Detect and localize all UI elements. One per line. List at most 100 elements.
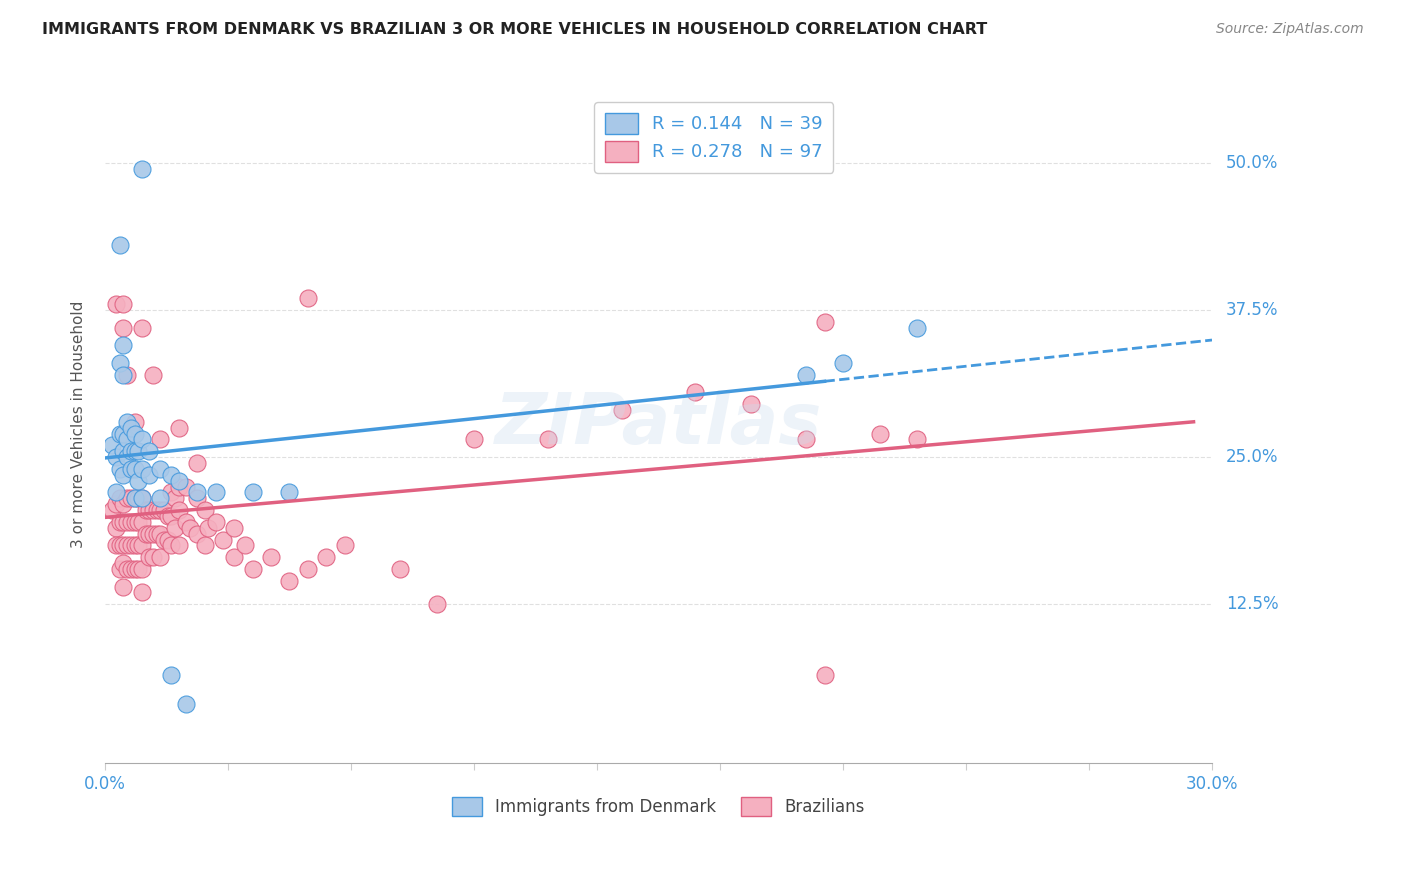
Point bbox=[610, 403, 633, 417]
Point bbox=[108, 238, 131, 252]
Point bbox=[153, 533, 176, 547]
Point bbox=[105, 450, 128, 464]
Point bbox=[315, 550, 337, 565]
Point bbox=[179, 521, 201, 535]
Point bbox=[108, 562, 131, 576]
Point bbox=[174, 515, 197, 529]
Point bbox=[135, 503, 157, 517]
Point bbox=[124, 444, 146, 458]
Point bbox=[105, 538, 128, 552]
Text: 37.5%: 37.5% bbox=[1226, 301, 1278, 319]
Point bbox=[115, 491, 138, 506]
Point bbox=[124, 562, 146, 576]
Point bbox=[740, 397, 762, 411]
Point bbox=[127, 444, 149, 458]
Point bbox=[149, 503, 172, 517]
Point bbox=[131, 462, 153, 476]
Text: 50.0%: 50.0% bbox=[1226, 153, 1278, 172]
Point bbox=[174, 479, 197, 493]
Point bbox=[112, 515, 135, 529]
Point bbox=[112, 467, 135, 482]
Point bbox=[115, 433, 138, 447]
Point bbox=[165, 521, 187, 535]
Point bbox=[224, 521, 246, 535]
Point bbox=[278, 485, 301, 500]
Point bbox=[124, 515, 146, 529]
Point bbox=[156, 508, 179, 523]
Point bbox=[115, 368, 138, 382]
Point bbox=[112, 320, 135, 334]
Point bbox=[131, 491, 153, 506]
Point bbox=[186, 485, 208, 500]
Point bbox=[127, 515, 149, 529]
Point bbox=[278, 574, 301, 588]
Point bbox=[149, 526, 172, 541]
Point bbox=[905, 320, 928, 334]
Text: 25.0%: 25.0% bbox=[1226, 448, 1278, 467]
Point bbox=[131, 161, 153, 176]
Point bbox=[105, 297, 128, 311]
Text: 12.5%: 12.5% bbox=[1226, 595, 1278, 613]
Point bbox=[108, 515, 131, 529]
Point bbox=[115, 538, 138, 552]
Point bbox=[813, 315, 835, 329]
Point bbox=[297, 562, 319, 576]
Point bbox=[156, 533, 179, 547]
Point bbox=[794, 368, 817, 382]
Point bbox=[124, 426, 146, 441]
Point bbox=[131, 320, 153, 334]
Point bbox=[224, 550, 246, 565]
Point bbox=[869, 426, 891, 441]
Point bbox=[389, 562, 412, 576]
Point bbox=[120, 562, 142, 576]
Point bbox=[167, 503, 190, 517]
Point bbox=[149, 550, 172, 565]
Point bbox=[120, 444, 142, 458]
Point bbox=[101, 438, 124, 452]
Point bbox=[212, 533, 235, 547]
Point bbox=[112, 497, 135, 511]
Point bbox=[160, 467, 183, 482]
Point bbox=[186, 491, 208, 506]
Point bbox=[138, 444, 160, 458]
Point bbox=[167, 479, 190, 493]
Point bbox=[120, 462, 142, 476]
Point bbox=[124, 415, 146, 429]
Point bbox=[112, 556, 135, 570]
Point bbox=[105, 485, 128, 500]
Point bbox=[127, 538, 149, 552]
Point bbox=[194, 503, 217, 517]
Point bbox=[537, 433, 560, 447]
Point bbox=[112, 444, 135, 458]
Point bbox=[167, 538, 190, 552]
Point bbox=[149, 433, 172, 447]
Y-axis label: 3 or more Vehicles in Household: 3 or more Vehicles in Household bbox=[72, 301, 86, 549]
Point bbox=[115, 515, 138, 529]
Point bbox=[142, 550, 165, 565]
Point bbox=[905, 433, 928, 447]
Point bbox=[135, 526, 157, 541]
Point bbox=[142, 503, 165, 517]
Point bbox=[142, 368, 165, 382]
Point bbox=[127, 562, 149, 576]
Point bbox=[242, 562, 264, 576]
Point bbox=[112, 338, 135, 352]
Point bbox=[186, 456, 208, 470]
Point bbox=[463, 433, 485, 447]
Point bbox=[794, 433, 817, 447]
Point bbox=[160, 485, 183, 500]
Point bbox=[105, 497, 128, 511]
Point bbox=[149, 491, 172, 506]
Point bbox=[115, 562, 138, 576]
Point bbox=[112, 538, 135, 552]
Point bbox=[124, 491, 146, 506]
Point bbox=[186, 526, 208, 541]
Point bbox=[127, 474, 149, 488]
Point bbox=[131, 433, 153, 447]
Point bbox=[813, 668, 835, 682]
Point bbox=[112, 580, 135, 594]
Point bbox=[160, 508, 183, 523]
Point bbox=[124, 538, 146, 552]
Point bbox=[115, 450, 138, 464]
Point bbox=[426, 597, 449, 611]
